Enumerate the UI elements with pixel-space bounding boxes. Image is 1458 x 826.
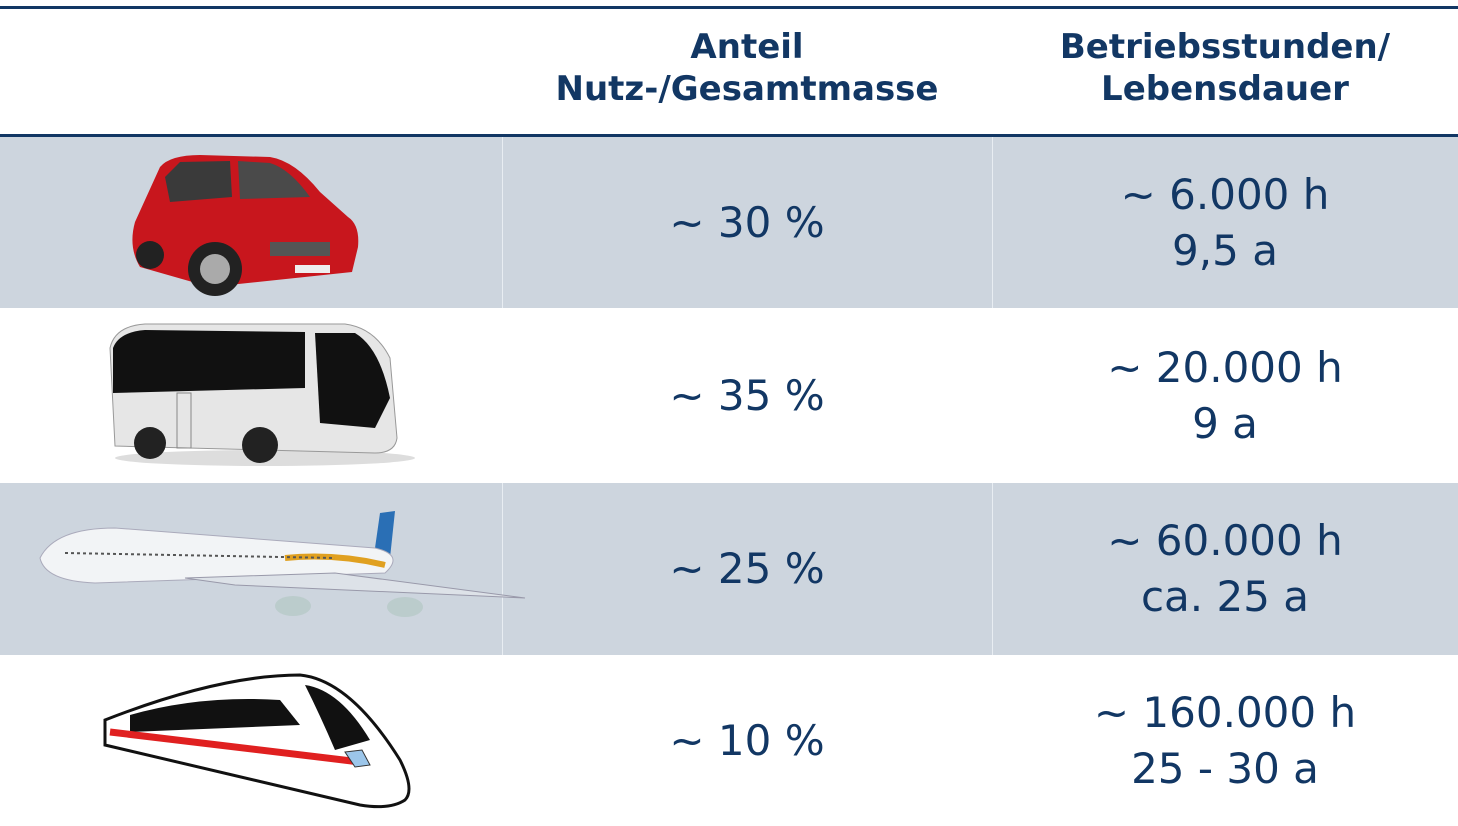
row: ~ 35 % ~ 20.000 h 9 a — [0, 308, 1458, 483]
share: ~ 30 % — [669, 197, 825, 247]
lifetime: 9 a — [1192, 398, 1258, 448]
share-cell: ~ 30 % — [502, 137, 992, 308]
header-line: Anteil — [690, 27, 804, 67]
plane-icon — [39, 511, 526, 617]
hours-cell: ~ 6.000 h 9,5 a — [992, 137, 1458, 308]
share-cell: ~ 10 % — [502, 655, 992, 826]
hours: ~ 160.000 h — [1093, 687, 1357, 737]
divider — [502, 483, 503, 655]
lifetime: ca. 25 a — [1140, 572, 1310, 621]
divider — [502, 137, 503, 308]
bus-icon — [109, 323, 415, 466]
top-rule — [0, 6, 1458, 9]
header-line: Betriebsstunden/ — [1059, 27, 1391, 67]
hours: ~ 60.000 h — [1107, 516, 1343, 565]
share-cell: ~ 35 % — [502, 308, 992, 483]
hours: ~ 6.000 h — [1120, 169, 1330, 219]
hours-cell: ~ 20.000 h 9 a — [992, 308, 1458, 483]
row: ~ 10 % ~ 160.000 h 25 - 30 a — [0, 655, 1458, 826]
share: ~ 10 % — [669, 715, 825, 765]
hours-cell: ~ 60.000 h ca. 25 a — [992, 483, 1458, 655]
header-line: Lebensdauer — [1101, 69, 1349, 109]
divider — [992, 483, 993, 655]
row: ~ 30 % ~ 6.000 h 9,5 a — [0, 137, 1458, 308]
header-line: Nutz-/Gesamtmasse — [555, 69, 939, 109]
share: ~ 25 % — [669, 544, 825, 593]
lifetime: 25 - 30 a — [1131, 743, 1319, 793]
row: ~ 25 % ~ 60.000 h ca. 25 a — [0, 483, 1458, 655]
train-icon — [103, 673, 411, 809]
header-rule — [0, 134, 1458, 137]
car-icon — [132, 155, 359, 296]
column-header: Betriebsstunden/Lebensdauer — [992, 26, 1458, 110]
hours: ~ 20.000 h — [1107, 342, 1343, 392]
column-header: Anteil Nutz-/Gesamtmasse — [502, 26, 992, 110]
lifetime: 9,5 a — [1172, 225, 1278, 275]
share-cell: ~ 25 % — [502, 483, 992, 655]
hours-cell: ~ 160.000 h 25 - 30 a — [992, 655, 1458, 826]
divider — [992, 137, 993, 308]
share: ~ 35 % — [669, 370, 825, 420]
